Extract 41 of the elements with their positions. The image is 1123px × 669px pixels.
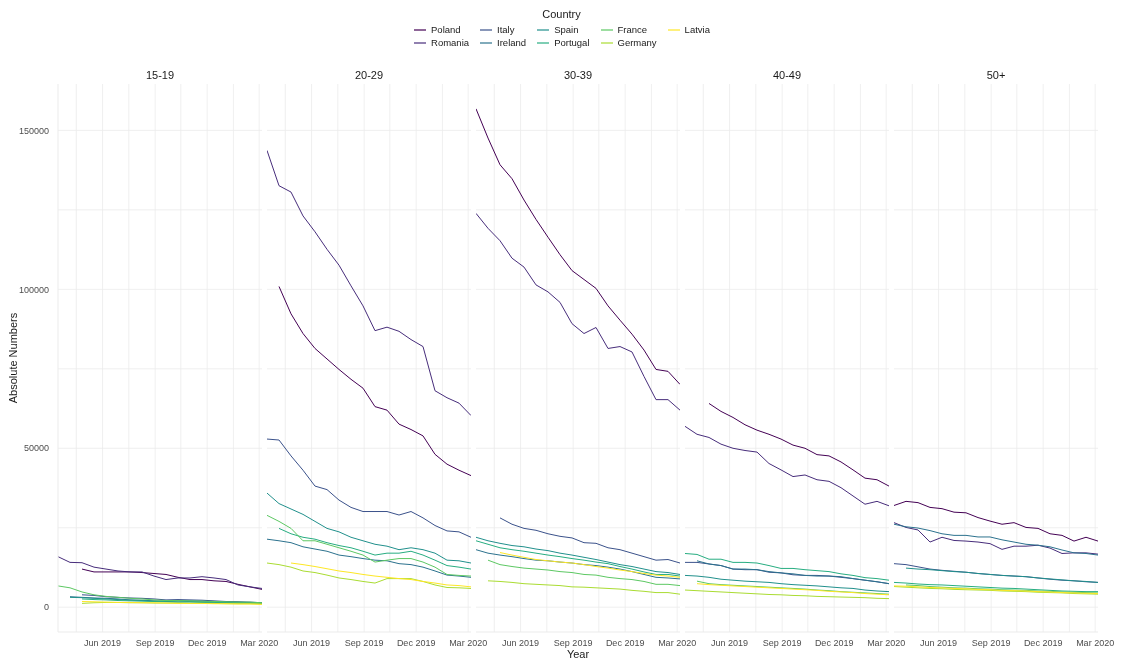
legend-label: Germany [617,37,657,48]
x-tick-label: Jun 2019 [920,638,958,649]
x-tick-label: Dec 2019 [396,638,436,649]
x-tick-label: Sep 2019 [762,638,802,649]
x-tick-label: Sep 2019 [971,638,1011,649]
x-tick-label: Dec 2019 [1023,638,1063,649]
y-tick-label: 100000 [18,284,49,295]
x-tick-label: Sep 2019 [135,638,175,649]
chart-title: 20-29 [353,68,385,83]
x-tick-label: Jun 2019 [84,638,122,649]
x-tick-label: Jun 2019 [711,638,749,649]
x-axis-title: Year [565,648,591,661]
chart-title: 30-39 [562,68,594,83]
x-tick-label: Jun 2019 [293,638,331,649]
x-tick-label: Dec 2019 [187,638,227,649]
legend-label: Ireland [497,37,527,48]
legend-label: Spain [554,24,579,35]
chart-title: 50+ [985,68,1007,83]
legend-label: Poland [431,24,461,35]
legend-label: Portugal [554,37,590,48]
x-tick-label: Sep 2019 [344,638,384,649]
legend-label: Italy [497,24,515,35]
legend-label: Romania [431,37,470,48]
x-tick-label: Mar 2020 [449,638,488,649]
y-tick-label: 150000 [18,125,49,136]
y-axis-title: Absolute Numbers [7,312,19,404]
x-tick-label: Mar 2020 [867,638,906,649]
chart-title: 15-19 [144,68,176,83]
legend-label: France [617,24,648,35]
y-tick-label: 0 [43,602,49,613]
x-tick-label: Jun 2019 [502,638,540,649]
legend-label: Latvia [684,24,710,35]
chart-title: 40-49 [771,68,803,83]
x-tick-label: Mar 2020 [1076,638,1115,649]
y-tick-label: 50000 [23,443,49,454]
x-tick-label: Mar 2020 [658,638,697,649]
legend-title: Country [542,8,581,20]
x-tick-label: Dec 2019 [814,638,854,649]
x-tick-label: Sep 2019 [553,638,593,649]
x-tick-label: Mar 2020 [240,638,279,649]
x-tick-label: Dec 2019 [605,638,645,649]
